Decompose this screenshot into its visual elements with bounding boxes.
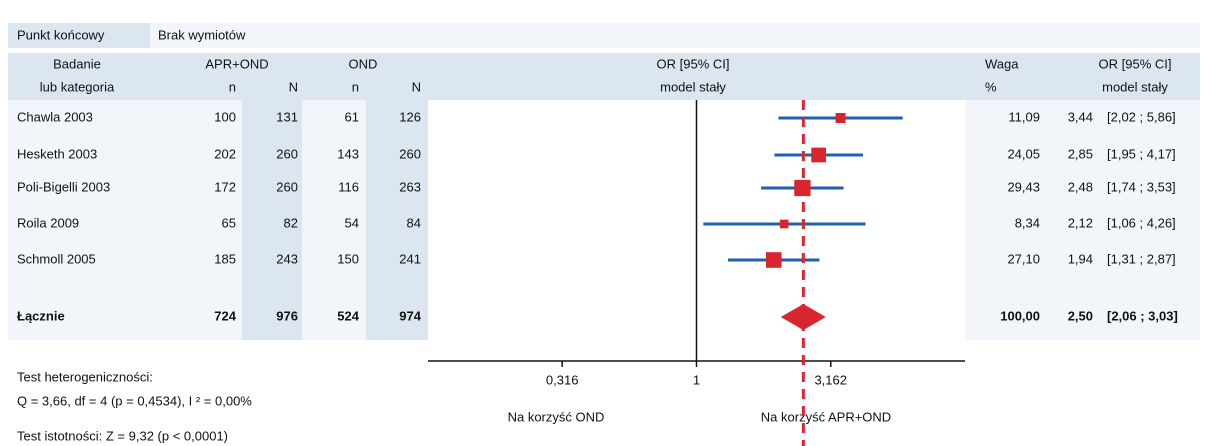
cell: 172 bbox=[214, 179, 236, 194]
column-bg bbox=[366, 100, 428, 340]
cell: 100 bbox=[214, 109, 236, 124]
cell: 54 bbox=[345, 215, 359, 230]
point-estimate bbox=[779, 219, 789, 229]
footnote: Test istotności: Z = 9,32 (p < 0,0001) bbox=[17, 428, 228, 443]
cell: Roila 2009 bbox=[17, 215, 79, 230]
cell: [2,02 ; 5,86] bbox=[1107, 109, 1176, 124]
cell: 260 bbox=[276, 179, 298, 194]
x-tick-label: 3,162 bbox=[814, 372, 847, 387]
cell: 2,85 bbox=[1068, 146, 1093, 161]
column-bg bbox=[302, 100, 366, 340]
axis-label: Na korzyść APR+OND bbox=[761, 409, 891, 424]
cell: 185 bbox=[214, 251, 236, 266]
cell: [2,06 ; 3,03] bbox=[1107, 308, 1178, 323]
cell: 143 bbox=[337, 146, 359, 161]
cell: 150 bbox=[337, 251, 359, 266]
cell: 524 bbox=[337, 308, 359, 323]
cell: Łącznie bbox=[17, 308, 65, 323]
cell: 260 bbox=[399, 146, 421, 161]
cell: 24,05 bbox=[1007, 146, 1040, 161]
point-estimate bbox=[765, 252, 782, 268]
cell: Hesketh 2003 bbox=[17, 146, 97, 161]
header: Waga bbox=[985, 56, 1019, 71]
cell: [1,95 ; 4,17] bbox=[1107, 146, 1176, 161]
cell: 126 bbox=[399, 109, 421, 124]
x-tick-label: 1 bbox=[693, 372, 700, 387]
cell: 243 bbox=[276, 251, 298, 266]
cell: 61 bbox=[345, 109, 359, 124]
cell: 82 bbox=[284, 215, 298, 230]
cell: 202 bbox=[214, 146, 236, 161]
header: N bbox=[289, 79, 298, 94]
point-estimate bbox=[835, 113, 846, 123]
cell: 2,48 bbox=[1068, 179, 1093, 194]
cell: Poli-Bigelli 2003 bbox=[17, 179, 110, 194]
cell: 260 bbox=[276, 146, 298, 161]
header: OR [95% CI] bbox=[657, 56, 730, 71]
cell: 724 bbox=[214, 308, 236, 323]
cell-bg bbox=[150, 23, 1200, 48]
header: OND bbox=[349, 56, 378, 71]
cell: 241 bbox=[399, 251, 421, 266]
header: APR+OND bbox=[205, 56, 268, 71]
footnote: Test heterogeniczności: bbox=[17, 369, 153, 384]
header: n bbox=[352, 79, 359, 94]
header-bg bbox=[8, 53, 1200, 100]
cell: 11,09 bbox=[1008, 109, 1040, 124]
cell: Schmoll 2005 bbox=[17, 251, 96, 266]
cell: 27,10 bbox=[1007, 251, 1040, 266]
cell: 976 bbox=[276, 308, 298, 323]
axis-label: Na korzyść OND bbox=[508, 409, 605, 424]
cell: 29,43 bbox=[1007, 179, 1040, 194]
column-bg bbox=[242, 100, 302, 340]
footnote: Q = 3,66, df = 4 (p = 0,4534), I ² = 0,0… bbox=[17, 393, 252, 408]
cell: 65 bbox=[222, 215, 236, 230]
cell: 2,50 bbox=[1068, 308, 1093, 323]
point-estimate bbox=[811, 147, 826, 163]
header: model stały bbox=[1102, 79, 1168, 94]
cell: 8,34 bbox=[1015, 215, 1040, 230]
cell: 1,94 bbox=[1068, 251, 1093, 266]
header: lub kategoria bbox=[40, 79, 115, 94]
cell: 116 bbox=[338, 179, 359, 194]
cell: [1,74 ; 3,53] bbox=[1107, 179, 1176, 194]
header: Badanie bbox=[53, 56, 101, 71]
header: N bbox=[412, 79, 421, 94]
label: Punkt końcowy bbox=[17, 27, 105, 42]
cell: 84 bbox=[407, 215, 421, 230]
cell: 2,12 bbox=[1068, 215, 1093, 230]
cell: 974 bbox=[399, 308, 421, 323]
pooled-diamond bbox=[780, 304, 826, 330]
cell: 3,44 bbox=[1068, 109, 1093, 124]
cell: 100,00 bbox=[1000, 308, 1040, 323]
cell: [1,31 ; 2,87] bbox=[1107, 251, 1176, 266]
cell: Chawla 2003 bbox=[17, 109, 93, 124]
cell-bg bbox=[8, 23, 150, 48]
column-bg bbox=[965, 100, 1200, 340]
cell: 131 bbox=[276, 109, 298, 124]
header: % bbox=[985, 79, 997, 94]
header: OR [95% CI] bbox=[1099, 56, 1172, 71]
cell: 263 bbox=[399, 179, 421, 194]
column-bg bbox=[8, 100, 242, 340]
x-tick-label: 0,316 bbox=[546, 372, 579, 387]
header: n bbox=[229, 79, 236, 94]
header: model stały bbox=[660, 79, 726, 94]
label: Brak wymiotów bbox=[158, 27, 246, 42]
cell: [1,06 ; 4,26] bbox=[1107, 215, 1176, 230]
